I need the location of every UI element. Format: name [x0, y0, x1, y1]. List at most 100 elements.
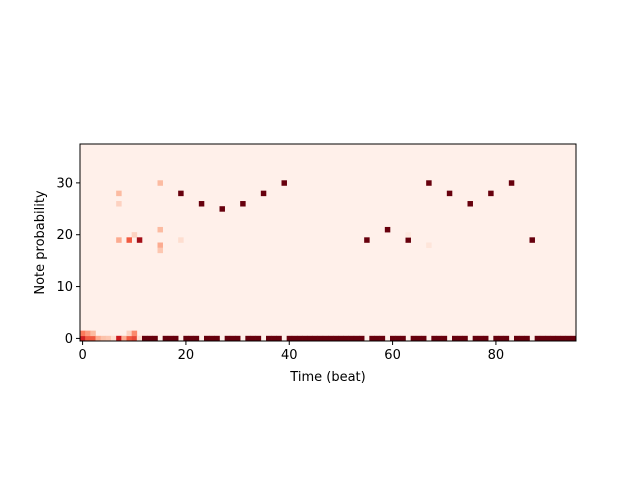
heatmap-cell [80, 335, 86, 342]
heatmap-cell [271, 335, 277, 342]
heatmap-cell [457, 335, 463, 342]
heatmap-cell [116, 201, 122, 207]
heatmap-cell [142, 335, 148, 342]
heatmap-cell [260, 190, 267, 197]
heatmap-cell [395, 335, 401, 342]
heatmap-cell [188, 335, 194, 342]
heatmap-cell [452, 335, 458, 342]
heatmap-cell [519, 335, 525, 342]
heatmap-cell [384, 226, 391, 233]
heatmap-cell [534, 335, 541, 342]
heatmap-cell [503, 335, 510, 342]
heatmap-cell [281, 180, 287, 186]
heatmap-cell [131, 232, 138, 238]
x-axis: 0 20 40 60 80 [78, 341, 504, 363]
heatmap-cell [152, 335, 158, 342]
heatmap-cell [483, 335, 489, 342]
heatmap-cell [426, 180, 432, 186]
heatmap-cell [245, 335, 251, 342]
heatmap-cell [229, 335, 236, 342]
heatmap-cell [136, 237, 143, 243]
heatmap-cell [374, 335, 380, 342]
heatmap-cell [410, 335, 417, 342]
heatmap-cell [570, 335, 577, 342]
y-tick-label: 0 [65, 332, 73, 347]
heatmap-cell [545, 335, 551, 342]
heatmap-cell [214, 335, 220, 342]
heatmap-cell [157, 226, 163, 233]
x-tick-label: 60 [384, 348, 401, 363]
heatmap-cell [157, 247, 163, 254]
heatmap-background [80, 144, 576, 341]
heatmap-cell [364, 237, 370, 243]
heatmap-cell [379, 335, 386, 342]
heatmap-cell [348, 335, 355, 342]
heatmap-cell [291, 335, 298, 342]
heatmap-cell [338, 335, 344, 342]
heatmap-cell [178, 190, 184, 197]
heatmap-cell [431, 335, 437, 342]
heatmap-cell [405, 232, 411, 238]
heatmap-cell [80, 330, 86, 337]
heatmap-cell [415, 335, 422, 342]
y-tick-label: 10 [56, 280, 73, 295]
heatmap-cell [219, 206, 225, 212]
y-axis: 0 10 20 30 [56, 176, 80, 347]
heatmap-cell [565, 335, 572, 342]
heatmap-cell [235, 335, 241, 342]
heatmap-cell [204, 335, 210, 342]
heatmap-cell [209, 335, 215, 342]
heatmap-cell [359, 335, 365, 342]
heatmap-cell [85, 330, 91, 337]
heatmap-cell [333, 335, 339, 342]
heatmap-cell [173, 335, 179, 342]
heatmap-cell [421, 335, 427, 342]
heatmap-cell [286, 335, 293, 342]
heatmap-cell [317, 335, 324, 342]
heatmap-cell [508, 180, 515, 186]
heatmap-cell [116, 190, 122, 197]
heatmap-cell [539, 335, 546, 342]
heatmap-cell [498, 335, 504, 342]
heatmap-cell [467, 201, 473, 207]
heatmap-cell [126, 330, 132, 337]
heatmap-cell [116, 335, 122, 342]
heatmap-cell [157, 180, 163, 186]
heatmap-cell [302, 335, 308, 342]
heatmap-cell [250, 335, 256, 342]
y-tick-label: 30 [56, 176, 73, 191]
heatmap-cell [131, 335, 138, 342]
heatmap-cell [462, 335, 468, 342]
heatmap-cell [322, 335, 329, 342]
heatmap-cell [400, 335, 406, 342]
heatmap-cell [405, 237, 411, 243]
heatmap-cell [529, 237, 535, 243]
heatmap-cell [353, 335, 360, 342]
heatmap-cell [121, 335, 127, 342]
heatmap-cell [524, 335, 530, 342]
heatmap-cell [343, 335, 349, 342]
heatmap-cell [514, 335, 520, 342]
x-axis-label: Time (beat) [289, 370, 365, 385]
heatmap-cell [550, 335, 556, 342]
heatmap-cell [266, 335, 272, 342]
x-tick-label: 20 [178, 348, 195, 363]
heatmap-cell [276, 335, 282, 342]
heatmap-cell [100, 335, 107, 342]
x-tick-label: 40 [281, 348, 298, 363]
heatmap-cell [555, 335, 561, 342]
heatmap-cell [147, 335, 153, 342]
heatmap-cell [477, 335, 484, 342]
heatmap-cell [126, 335, 132, 342]
heatmap-cell [436, 335, 442, 342]
y-axis-label: Note probability [33, 190, 48, 295]
heatmap-cell [157, 242, 163, 248]
heatmap-cell [178, 237, 184, 243]
heatmap-cell [162, 335, 169, 342]
heatmap-cell [85, 335, 91, 342]
heatmap-cell [105, 335, 112, 342]
heatmap-cell [136, 335, 143, 342]
heatmap-cell [183, 335, 189, 342]
heatmap-cell [307, 335, 313, 342]
